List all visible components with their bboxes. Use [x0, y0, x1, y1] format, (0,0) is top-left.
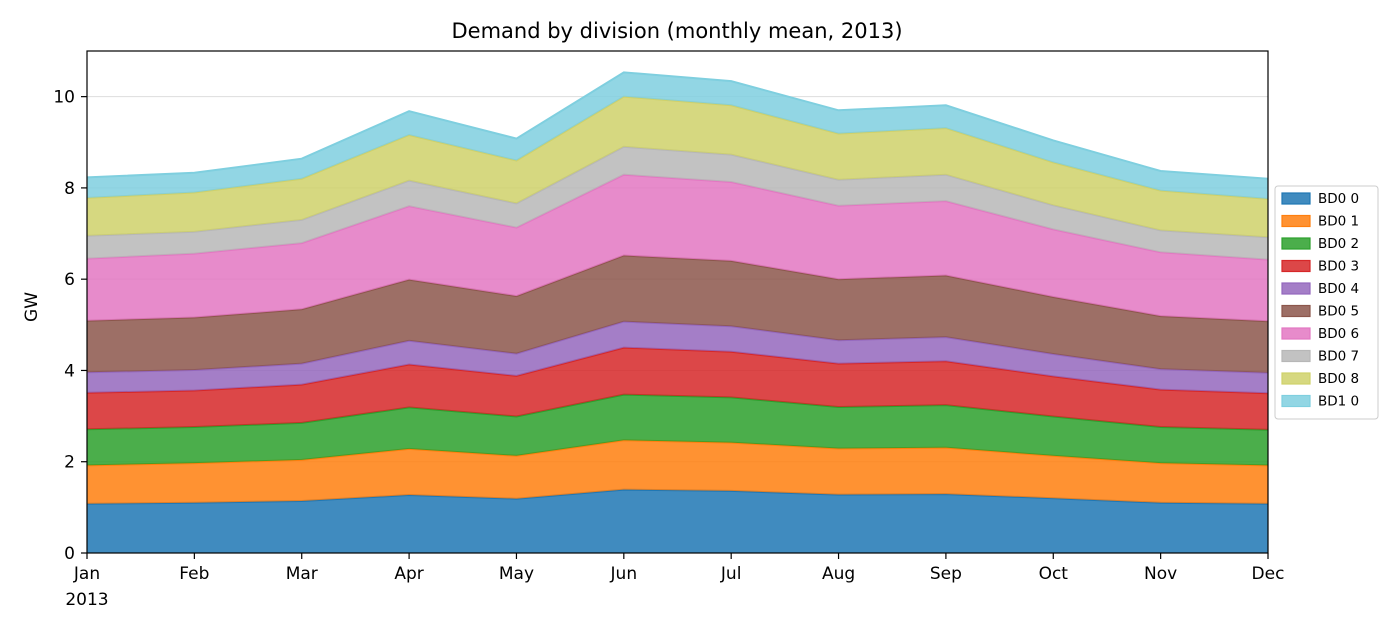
x-tick-label: Jun	[610, 564, 638, 584]
legend-label: BD1 0	[1318, 394, 1359, 410]
area-bd0-0	[87, 489, 1268, 553]
x-tick-label: Oct	[1039, 564, 1069, 584]
area-bd0-2	[87, 394, 1268, 466]
legend-swatch	[1281, 327, 1311, 340]
y-tick-label: 8	[64, 179, 75, 199]
y-axis-label: GW	[22, 292, 42, 322]
legend-swatch	[1281, 372, 1311, 385]
legend-swatch	[1281, 192, 1311, 205]
legend-label: BD0 2	[1318, 236, 1359, 252]
legend-swatch	[1281, 237, 1311, 250]
x-tick-label: May	[499, 564, 534, 584]
area-bd0-8	[87, 96, 1268, 238]
area-bd0-5	[87, 255, 1268, 373]
x-axis-ticks: Jan Feb Mar Apr May Jun Jul Aug Sep Oct Nov Dec	[73, 553, 1285, 584]
x-tick-label: Nov	[1144, 564, 1177, 584]
x-tick-label: Aug	[822, 564, 855, 584]
legend-swatch	[1281, 304, 1311, 318]
x-tick-label: Dec	[1252, 564, 1285, 584]
legend-label: BD0 7	[1318, 349, 1359, 365]
legend-label: BD0 3	[1318, 259, 1359, 275]
area-bd0-1	[87, 440, 1268, 504]
y-tick-label: 0	[64, 544, 75, 564]
area-bd1-0	[87, 72, 1268, 199]
area-bd0-6	[87, 174, 1268, 322]
legend-items: BD0 0 BD0 1 BD0 2 BD0 3 BD0 4 BD0 5 BD0 6 BD0 7…	[1281, 191, 1359, 410]
area-bd0-3	[87, 347, 1268, 430]
y-axis-ticks: 0 2 4 6 8 10	[53, 88, 87, 564]
y-tick-label: 4	[64, 361, 75, 381]
area-bd0-7	[87, 146, 1268, 260]
x-tick-label: Sep	[930, 564, 962, 584]
legend-swatch	[1281, 282, 1311, 295]
legend-label: BD0 8	[1318, 371, 1359, 387]
legend-swatch	[1281, 259, 1311, 273]
legend-label: BD0 0	[1318, 191, 1359, 207]
area-edge-bd0-6	[86, 173, 1269, 261]
x-axis-year-label: 2013	[65, 590, 108, 610]
y-tick-label: 2	[64, 453, 75, 473]
legend-label: BD0 6	[1318, 326, 1359, 342]
legend-swatch	[1281, 349, 1311, 363]
x-tick-label: Feb	[179, 564, 209, 584]
x-tick-label: Jan	[73, 564, 100, 584]
x-tick-label: Jul	[720, 564, 742, 584]
y-tick-label: 10	[53, 88, 75, 108]
legend-swatch	[1281, 394, 1311, 408]
legend: BD0 0 BD0 1 BD0 2 BD0 3 BD0 4 BD0 5 BD0 6 BD0 7…	[1274, 185, 1379, 420]
legend-label: BD0 1	[1318, 214, 1359, 230]
y-tick-label: 6	[64, 270, 75, 290]
legend-label: BD0 5	[1318, 304, 1359, 320]
area-edge-bd1-0	[86, 71, 1269, 180]
chart-title: Demand by division (monthly mean, 2013)	[451, 19, 902, 43]
legend-label: BD0 4	[1318, 281, 1359, 297]
area-series	[86, 71, 1269, 553]
legend-swatch	[1281, 214, 1311, 228]
area-bd0-4	[87, 321, 1268, 394]
plot-frame	[86, 50, 1269, 554]
x-tick-label: Apr	[394, 564, 423, 584]
x-tick-label: Mar	[286, 564, 318, 584]
